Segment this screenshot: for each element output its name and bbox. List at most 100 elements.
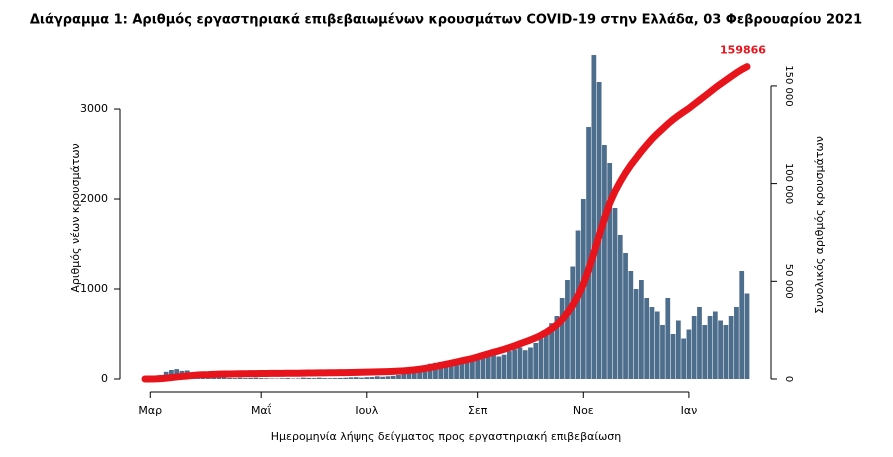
y-tick-label: 3000 [80, 102, 108, 115]
chart-title: Διάγραμμα 1: Αριθμός εργαστηριακά επιβεβ… [30, 13, 862, 28]
y2-tick-label: 100 000 [783, 163, 794, 204]
bar [406, 371, 412, 379]
bar [301, 377, 306, 379]
x-tick-label: Νοε [573, 404, 594, 417]
bar [475, 356, 481, 379]
bar [353, 377, 359, 379]
bar [501, 354, 507, 379]
bar [538, 338, 544, 379]
bar [401, 374, 407, 379]
bar [343, 377, 349, 379]
bar [438, 361, 444, 379]
bar [390, 375, 396, 379]
bar [221, 376, 227, 379]
bar [549, 323, 554, 379]
bar [522, 350, 528, 379]
bar [364, 377, 370, 379]
bar [702, 325, 708, 379]
bar [607, 163, 613, 379]
bar [253, 377, 259, 379]
bar [533, 343, 539, 379]
x-tick-label: Σεπ [468, 404, 488, 417]
bar [728, 316, 734, 379]
bar [712, 311, 718, 379]
bar [332, 378, 338, 379]
y-axis-label: Αριθμός νέων κρουσμάτων [69, 143, 82, 292]
bar [417, 368, 422, 379]
bar [322, 378, 327, 379]
bar [739, 271, 745, 379]
y2-axis-label: Συνολικός αριθμός κρουσμάτων [813, 136, 826, 314]
bar [718, 320, 723, 379]
x-tick-label: Ιαν [681, 404, 698, 417]
x-axis-label: Ημερομηνία λήψης δείγματος προς εργαστηρ… [271, 430, 622, 443]
bar [427, 363, 433, 379]
bar [295, 378, 301, 379]
bar [470, 360, 475, 379]
bar [559, 298, 565, 379]
bar [285, 378, 290, 379]
bar [591, 55, 597, 379]
bar [612, 208, 618, 379]
bar [374, 376, 380, 379]
bar [359, 377, 364, 379]
bar [649, 307, 655, 379]
bar [338, 377, 343, 379]
bar [443, 361, 449, 379]
bar [707, 316, 713, 379]
bar [311, 378, 317, 379]
bar [575, 230, 581, 379]
bar [348, 377, 354, 379]
bar [506, 351, 512, 379]
bar [433, 362, 438, 379]
bar [734, 307, 739, 379]
bar [744, 293, 750, 379]
bar [269, 378, 275, 379]
bar [396, 374, 401, 379]
bar [464, 361, 470, 379]
y-tick-label: 0 [101, 372, 108, 385]
y-tick-label: 2000 [80, 192, 108, 205]
bar [327, 378, 333, 379]
bar [491, 352, 496, 379]
bar [639, 280, 644, 379]
bar [691, 316, 697, 379]
bar [264, 378, 269, 379]
bar [586, 127, 591, 379]
bar [422, 365, 428, 379]
bar [543, 334, 549, 379]
bar [306, 377, 312, 379]
bar [496, 356, 502, 379]
bar [554, 316, 560, 379]
bar [237, 377, 243, 379]
bar [670, 334, 676, 379]
y2-tick-label: 50 000 [783, 264, 794, 299]
bar [279, 378, 285, 379]
bar [665, 298, 671, 379]
bar [660, 325, 665, 379]
bar [570, 266, 576, 379]
bar [686, 329, 692, 379]
bar [385, 376, 391, 379]
y-tick-label: 1000 [80, 282, 108, 295]
bar [480, 353, 486, 379]
bar [681, 338, 687, 379]
bar [602, 145, 607, 379]
bar [380, 376, 386, 379]
cumulative-line [141, 63, 751, 383]
bar [316, 377, 322, 379]
bar [617, 235, 623, 379]
end-label: 159866 [720, 44, 766, 57]
x-tick-label: Μαρ [138, 404, 162, 417]
bar [459, 359, 465, 379]
bar [232, 378, 238, 379]
bar [628, 271, 634, 379]
bar [697, 307, 702, 379]
y2-tick-label: 150 000 [783, 65, 794, 106]
bar [485, 355, 491, 379]
bar [654, 311, 660, 379]
bar [517, 347, 523, 379]
x-tick-label: Μαΐ [251, 403, 272, 417]
x-tick-label: Ιουλ [355, 404, 378, 417]
